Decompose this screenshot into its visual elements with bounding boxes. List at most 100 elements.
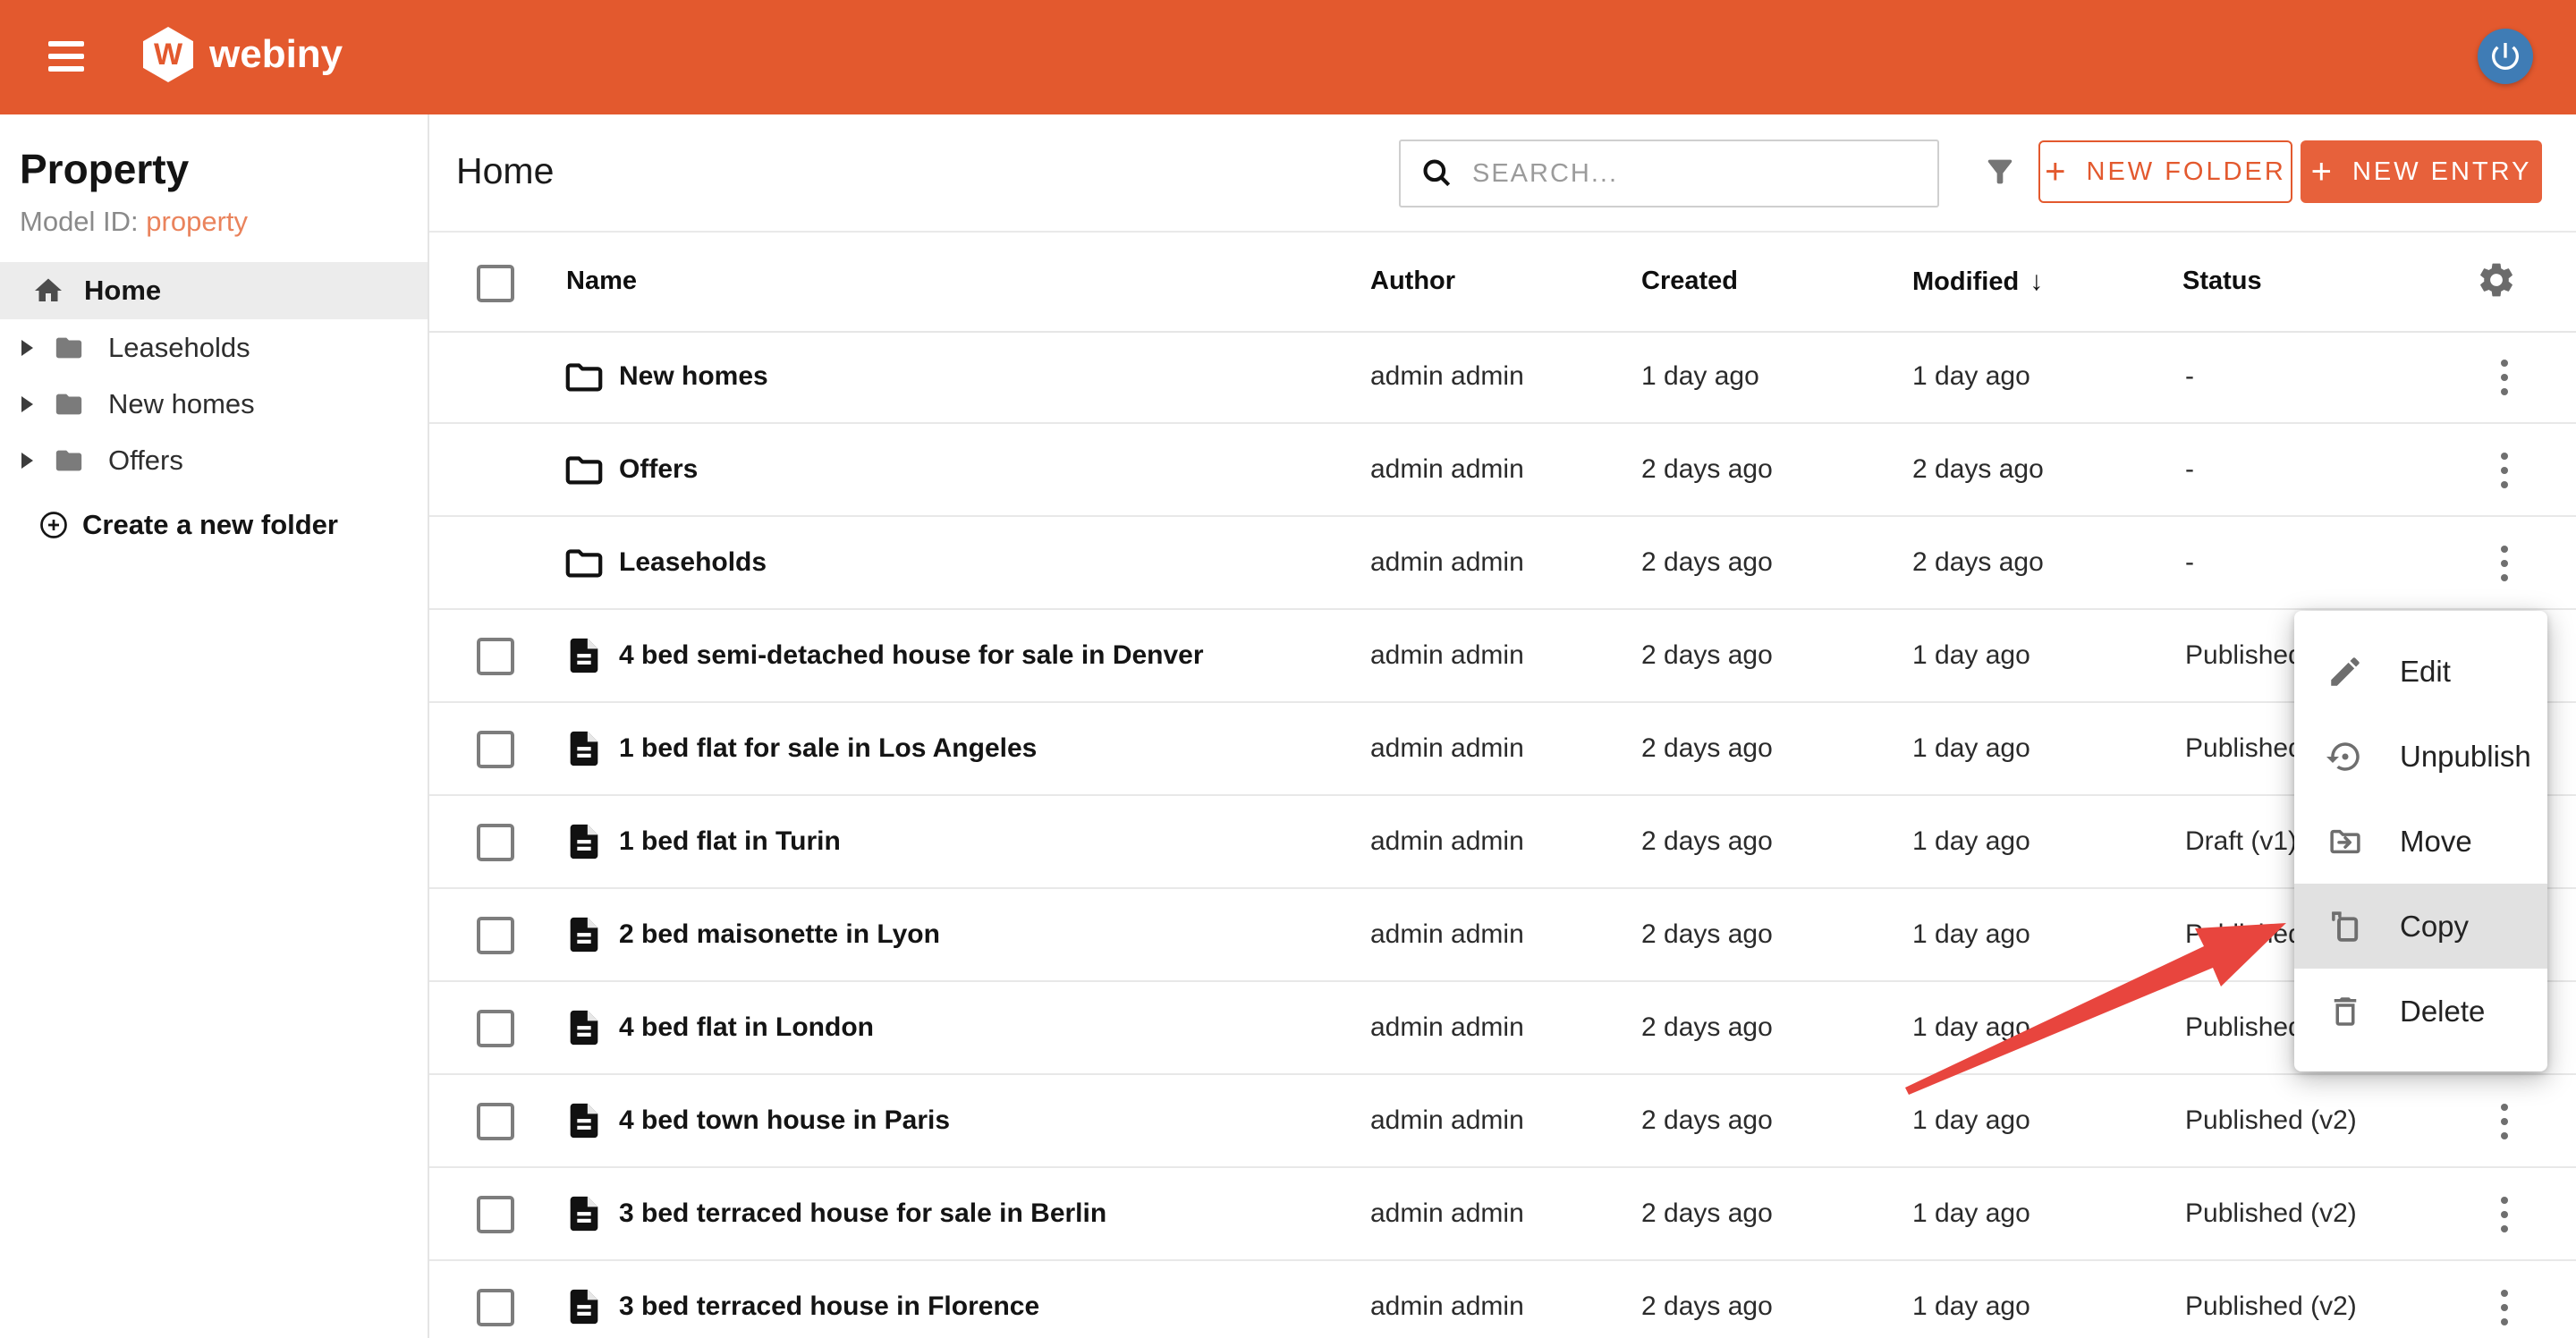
row-modified: 1 day ago xyxy=(1912,826,2030,856)
row-author: admin admin xyxy=(1370,1105,1524,1135)
table-row[interactable]: 4 bed flat in London admin admin 2 days … xyxy=(429,982,2576,1075)
row-name[interactable]: 3 bed terraced house in Florence xyxy=(619,1291,1040,1321)
row-name[interactable]: 3 bed terraced house for sale in Berlin xyxy=(619,1198,1107,1228)
row-status: Published xyxy=(2185,733,2303,763)
table-row[interactable]: 1 bed flat for sale in Los Angeles admin… xyxy=(429,703,2576,796)
caret-right-icon[interactable] xyxy=(21,452,33,469)
row-name[interactable]: New homes xyxy=(619,361,768,391)
row-checkbox[interactable] xyxy=(477,1289,514,1326)
new-folder-button[interactable]: + NEW FOLDER xyxy=(2038,140,2292,203)
row-author: admin admin xyxy=(1370,1012,1524,1042)
model-id-link[interactable]: property xyxy=(146,206,249,237)
context-menu-item-copy[interactable]: Copy xyxy=(2294,884,2547,969)
row-actions-kebab-icon[interactable] xyxy=(2483,1097,2526,1146)
row-author: admin admin xyxy=(1370,454,1524,484)
row-checkbox[interactable] xyxy=(477,731,514,768)
row-name[interactable]: 4 bed town house in Paris xyxy=(619,1105,951,1135)
caret-right-icon[interactable] xyxy=(21,339,33,356)
gear-icon xyxy=(2480,263,2512,297)
column-header-status[interactable]: Status xyxy=(2182,267,2262,295)
context-menu-item-unpublish[interactable]: Unpublish xyxy=(2294,714,2547,799)
select-all-checkbox[interactable] xyxy=(477,265,514,302)
row-created: 2 days ago xyxy=(1641,826,1773,856)
context-menu-item-move[interactable]: Move xyxy=(2294,799,2547,884)
row-name[interactable]: Leaseholds xyxy=(619,547,767,577)
context-menu-item-delete[interactable]: Delete xyxy=(2294,969,2547,1054)
table-row[interactable]: 3 bed terraced house in Florence admin a… xyxy=(429,1261,2576,1338)
row-name[interactable]: 1 bed flat for sale in Los Angeles xyxy=(619,733,1038,763)
document-icon xyxy=(564,1286,605,1327)
table-row[interactable]: 1 bed flat in Turin admin admin 2 days a… xyxy=(429,796,2576,889)
row-name[interactable]: 2 bed maisonette in Lyon xyxy=(619,919,940,949)
hamburger-menu-icon[interactable] xyxy=(48,41,84,73)
row-created: 2 days ago xyxy=(1641,640,1773,670)
row-author: admin admin xyxy=(1370,1198,1524,1228)
webiny-logo[interactable]: W webiny xyxy=(143,27,343,82)
webiny-hexagon-icon: W xyxy=(143,27,193,82)
table-row[interactable]: Leaseholds admin admin 2 days ago 2 days… xyxy=(429,517,2576,610)
power-icon xyxy=(2492,43,2519,70)
row-checkbox[interactable] xyxy=(477,824,514,861)
document-icon xyxy=(570,824,598,860)
table-row[interactable]: 4 bed town house in Paris admin admin 2 … xyxy=(429,1075,2576,1168)
row-actions-kebab-icon[interactable] xyxy=(2483,1190,2526,1239)
row-actions-kebab-icon[interactable] xyxy=(2483,539,2526,588)
row-actions-kebab-icon[interactable] xyxy=(2483,353,2526,402)
row-created: 2 days ago xyxy=(1641,733,1773,763)
row-name[interactable]: 4 bed semi-detached house for sale in De… xyxy=(619,640,1204,670)
column-header-created[interactable]: Created xyxy=(1641,267,1738,295)
filter-button[interactable] xyxy=(1975,145,2025,199)
table-row[interactable]: New homes admin admin 1 day ago 1 day ag… xyxy=(429,331,2576,424)
table-row[interactable]: 3 bed terraced house for sale in Berlin … xyxy=(429,1168,2576,1261)
sidebar-folder-new-homes[interactable]: New homes xyxy=(0,376,428,432)
trash-icon xyxy=(2326,993,2364,1030)
create-new-folder-button[interactable]: Create a new folder xyxy=(0,494,428,556)
search-input[interactable] xyxy=(1470,157,1903,190)
column-header-modified[interactable]: Modified ↓ xyxy=(1912,267,2044,296)
row-checkbox[interactable] xyxy=(477,1103,514,1140)
copy-icon xyxy=(2326,908,2364,945)
row-checkbox[interactable] xyxy=(477,917,514,954)
sidebar-folder-offers[interactable]: Offers xyxy=(0,432,428,488)
document-icon xyxy=(570,1289,598,1325)
folder-outline-icon xyxy=(565,549,603,578)
row-actions-kebab-icon[interactable] xyxy=(2483,1283,2526,1332)
row-checkbox[interactable] xyxy=(477,638,514,675)
table-row[interactable]: 2 bed maisonette in Lyon admin admin 2 d… xyxy=(429,889,2576,982)
webiny-wordmark: webiny xyxy=(209,32,343,76)
document-icon xyxy=(564,635,605,676)
row-status: Published xyxy=(2185,640,2303,670)
row-name[interactable]: 4 bed flat in London xyxy=(619,1012,874,1042)
row-created: 2 days ago xyxy=(1641,547,1773,577)
table-settings-button[interactable] xyxy=(2476,259,2521,304)
row-author: admin admin xyxy=(1370,1291,1524,1321)
user-avatar[interactable] xyxy=(2478,29,2533,84)
folder-icon xyxy=(55,394,82,414)
document-icon xyxy=(564,821,605,862)
top-bar: W webiny xyxy=(0,0,2576,114)
sort-desc-icon: ↓ xyxy=(2029,267,2044,296)
row-modified: 1 day ago xyxy=(1912,919,2030,949)
row-checkbox[interactable] xyxy=(477,1196,514,1233)
table-row[interactable]: 4 bed semi-detached house for sale in De… xyxy=(429,610,2576,703)
row-author: admin admin xyxy=(1370,361,1524,391)
caret-right-icon[interactable] xyxy=(21,395,33,412)
context-menu-item-edit[interactable]: Edit xyxy=(2294,629,2547,714)
row-created: 2 days ago xyxy=(1641,1291,1773,1321)
column-header-author[interactable]: Author xyxy=(1370,267,1456,295)
trash-icon xyxy=(2334,996,2357,1026)
row-checkbox[interactable] xyxy=(477,1010,514,1047)
sidebar-item-home[interactable]: Home xyxy=(0,262,428,319)
row-name[interactable]: Offers xyxy=(619,454,699,484)
new-entry-button[interactable]: + NEW ENTRY xyxy=(2301,140,2542,203)
table-row[interactable]: Offers admin admin 2 days ago 2 days ago… xyxy=(429,424,2576,517)
row-author: admin admin xyxy=(1370,733,1524,763)
row-name[interactable]: 1 bed flat in Turin xyxy=(619,826,841,856)
row-modified: 2 days ago xyxy=(1912,454,2044,484)
entries-table: New homes admin admin 1 day ago 1 day ag… xyxy=(429,331,2576,1338)
column-header-name[interactable]: Name xyxy=(566,267,637,295)
row-modified: 1 day ago xyxy=(1912,733,2030,763)
row-created: 1 day ago xyxy=(1641,361,1759,391)
row-actions-kebab-icon[interactable] xyxy=(2483,446,2526,495)
sidebar-folder-leaseholds[interactable]: Leaseholds xyxy=(0,319,428,376)
